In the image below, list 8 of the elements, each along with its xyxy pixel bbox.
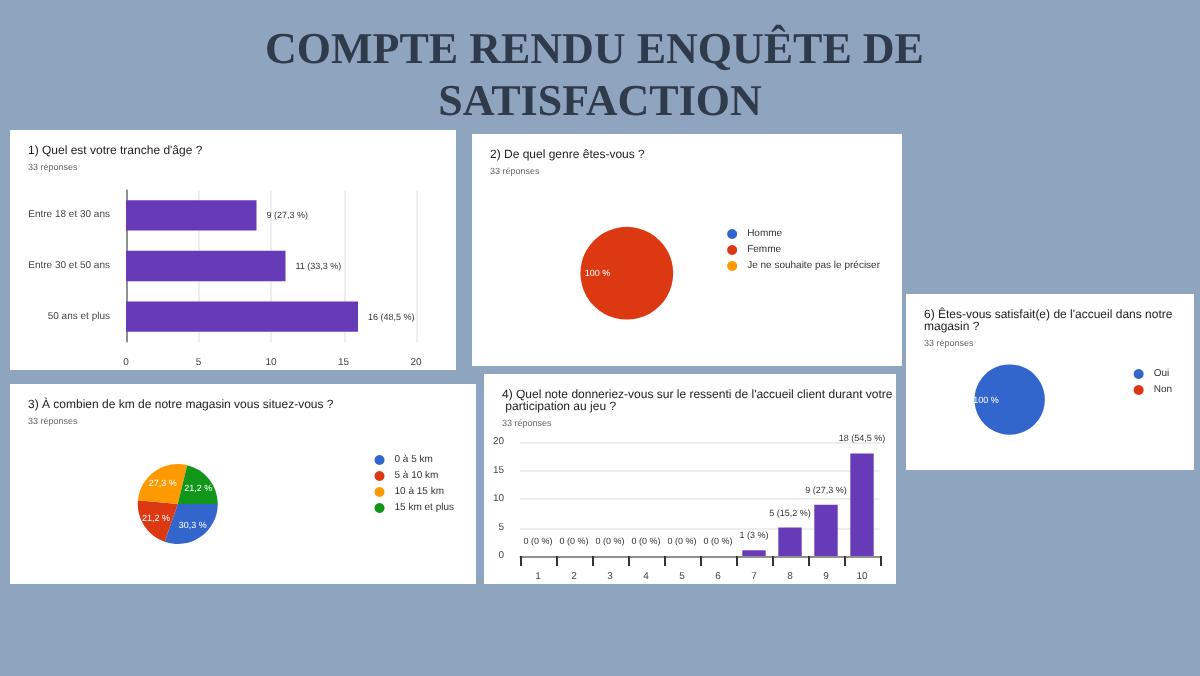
bar (814, 504, 838, 556)
bar (126, 200, 257, 231)
bar (742, 550, 766, 556)
text: COMPTE RENDU ENQUÊTE DE SATISFACTION (265, 23, 935, 125)
bar (850, 453, 874, 556)
bar (126, 301, 358, 332)
bar (778, 527, 802, 556)
bar (126, 250, 286, 282)
